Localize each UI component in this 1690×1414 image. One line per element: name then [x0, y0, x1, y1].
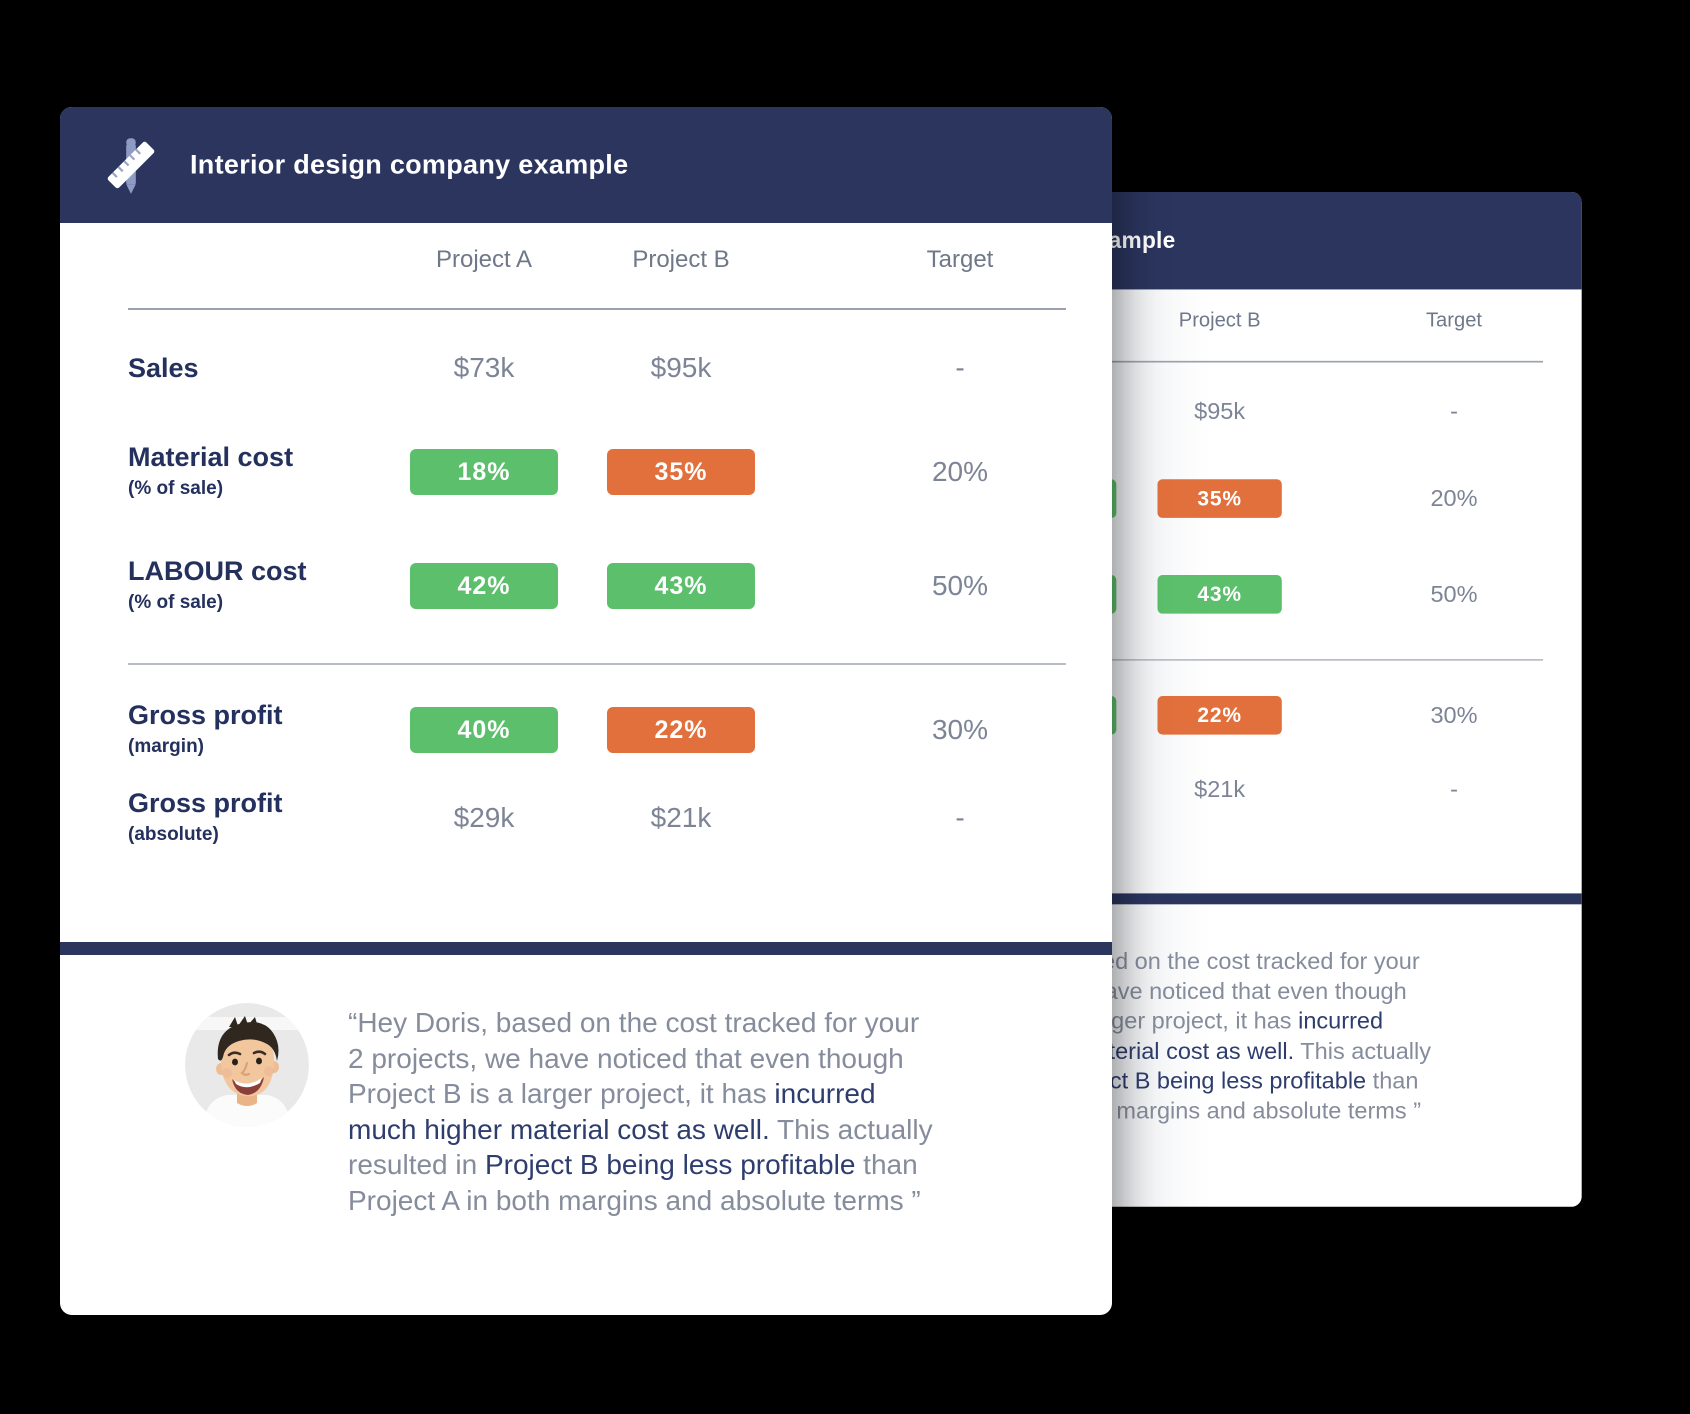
divider-band	[60, 942, 1112, 955]
cell-gross-abs-target: -	[955, 802, 965, 833]
cell-sales-target: -	[1450, 397, 1458, 424]
section-rule	[755, 659, 1544, 661]
table-row-labour-cost: LABOUR cost (% of sale) 42% 43% 50%	[128, 540, 1066, 632]
row-label: Sales	[128, 352, 199, 383]
value-badge-green: 42%	[410, 563, 558, 609]
row-sublabel: (absolute)	[128, 823, 219, 845]
value-badge-green: 40%	[410, 707, 558, 753]
avatar	[185, 1003, 309, 1127]
ruler-shape	[107, 141, 155, 189]
pencil-ruler-icon	[98, 132, 164, 198]
quote-segment: than Project A in both margins and absol…	[348, 1149, 921, 1216]
quote-text: “Hey Doris, based on the cost tracked fo…	[348, 1005, 940, 1218]
cell-gross-abs-project-a: $29k	[453, 802, 515, 833]
header-rule	[755, 360, 1544, 363]
cell-gross-abs-project-b: $21k	[650, 802, 712, 833]
cell-material-project-b: 35%	[1143, 479, 1296, 518]
row-label: LABOUR cost	[128, 555, 307, 586]
row-sublabel: (% of sale)	[128, 591, 224, 613]
cell-gross-margin-target: 30%	[931, 714, 989, 745]
divider-band	[698, 893, 1582, 905]
value-badge-orange: 22%	[1157, 696, 1282, 735]
cell-labour-project-b: 43%	[1143, 575, 1296, 614]
value-badge-green: 43%	[1157, 575, 1282, 614]
table-row-gross-profit-absolute: Gross profit (absolute) $29k $21k -	[128, 778, 1066, 858]
column-header-project-b: Project B	[1178, 308, 1261, 332]
cell-sales-project-b: $95k	[1194, 397, 1246, 424]
cell-labour-project-a: 42%	[378, 563, 590, 609]
row-sublabel: (% of sale)	[128, 477, 224, 499]
cell-sales-project-b: $95k	[650, 352, 712, 383]
card-header: Interior design company example	[60, 107, 1112, 223]
value-badge-orange: 35%	[1157, 479, 1282, 518]
row-label: Gross profit	[128, 699, 283, 730]
cell-gross-margin-project-a: 40%	[378, 707, 590, 753]
section-rule	[128, 663, 1066, 665]
cell-labour-project-b: 43%	[590, 563, 772, 609]
table-row-material-cost: Material cost (% of sale) 18% 35% 20%	[128, 426, 1066, 518]
cell-gross-abs-project-b: $21k	[1194, 775, 1246, 802]
table-row-sales: Sales $73k $95k -	[128, 338, 1066, 398]
header-rule	[128, 308, 1066, 310]
cell-sales-project-a: $73k	[453, 352, 515, 383]
cell-gross-abs-target: -	[1450, 775, 1458, 802]
cell-material-target: 20%	[931, 456, 989, 487]
cell-labour-target: 50%	[1430, 580, 1478, 607]
value-badge-green: 18%	[410, 449, 558, 495]
row-label: Gross profit	[128, 787, 283, 818]
value-badge-green: 43%	[607, 563, 755, 609]
column-header-project-b: Project B	[632, 246, 730, 273]
value-badge-orange: 35%	[607, 449, 755, 495]
column-header-row: Project A Project B Target	[128, 240, 1066, 280]
table-row-gross-profit-margin: Gross profit (margin) 40% 22% 30%	[128, 684, 1066, 776]
row-sublabel: (margin)	[128, 735, 204, 757]
column-header-target: Target	[1425, 308, 1483, 332]
column-header-project-a: Project A	[435, 246, 533, 273]
cell-material-project-b: 35%	[590, 449, 772, 495]
cell-gross-margin-project-b: 22%	[1143, 696, 1296, 735]
cell-gross-margin-project-b: 22%	[590, 707, 772, 753]
cell-labour-target: 50%	[931, 570, 989, 601]
row-label: Material cost	[128, 441, 294, 472]
quote-emphasis: Project B being less profitable	[484, 1149, 856, 1180]
cell-material-project-a: 18%	[378, 449, 590, 495]
quote-segment: This actually resulted in	[348, 1113, 933, 1181]
front-card-wrap: Interior design company example Project …	[60, 107, 1112, 1315]
column-header-target: Target	[926, 246, 994, 273]
slide-card: Interior design company example Project …	[60, 107, 1112, 1315]
cell-gross-margin-target: 30%	[1430, 701, 1478, 728]
cell-sales-target: -	[955, 352, 965, 383]
cell-material-target: 20%	[1430, 485, 1478, 512]
quote-segment: “Hey Doris, based on the cost tracked fo…	[348, 1007, 920, 1109]
card-title: Interior design company example	[190, 149, 629, 180]
value-badge-orange: 22%	[607, 707, 755, 753]
quote-emphasis: incurred much higher material cost as we…	[348, 1078, 876, 1145]
